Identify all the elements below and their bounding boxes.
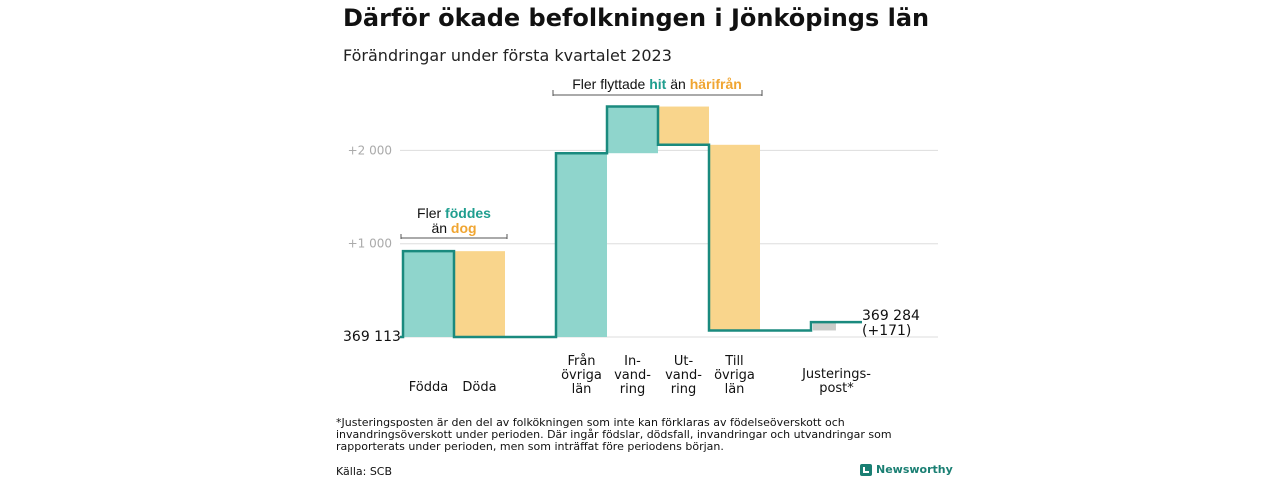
bar-6	[813, 322, 836, 331]
y-tick-label: +2 000	[348, 143, 392, 157]
end-change-label: (+171)	[862, 323, 911, 339]
annotation-migration: Fler flyttade hit än härifrån	[552, 76, 763, 96]
category-label-4: Ut-vand-ring	[665, 354, 702, 397]
category-label-3: In-vand-ring	[614, 354, 651, 397]
bar-1	[454, 251, 505, 337]
annotation-births-bracket	[400, 234, 508, 239]
annotation-births-line1: Fler föddes	[417, 205, 491, 221]
step-line	[400, 105, 862, 339]
category-label-6: Justerings-post*	[801, 367, 871, 396]
annotation-births: Fler föddes än dog	[400, 205, 508, 239]
source-label: Källa: SCB	[336, 465, 393, 478]
end-value-label: 369 284	[862, 308, 920, 324]
chart-title: Därför ökade befolkningen i Jönköpings l…	[343, 4, 930, 32]
annotation-migration-text: Fler flyttade hit än härifrån	[572, 76, 742, 92]
bar-5	[709, 144, 760, 331]
chart-subtitle: Förändringar under första kvartalet 2023	[343, 46, 672, 65]
footnote: *Justeringsposten är den del av folkökni…	[336, 416, 892, 453]
cumulative-step-line	[400, 105, 862, 339]
category-label-0: Födda	[409, 380, 448, 395]
annotation-births-line2: än dog	[431, 220, 476, 236]
category-label-2: Från övriga län	[561, 354, 602, 397]
gridlines: +1 000 +2 000	[348, 143, 938, 338]
bar-4	[658, 106, 709, 145]
bar-0	[403, 251, 454, 337]
y-tick-label: +1 000	[348, 237, 392, 251]
bars	[403, 106, 836, 337]
category-label-5: Till övriga län	[714, 354, 755, 397]
newsworthy-logo-icon	[860, 463, 872, 476]
brand-label: Newsworthy	[876, 463, 953, 476]
start-value-label: 369 113	[343, 329, 401, 345]
category-label-1: Döda	[462, 380, 496, 395]
bar-3	[607, 106, 658, 154]
category-labels: Födda Döda Från övriga län In-vand-ring Ut-van…	[409, 354, 871, 397]
waterfall-chart: +1 000 +2 000 Födda Döda Från övriga län In-va…	[343, 76, 938, 397]
annotation-migration-bracket	[552, 90, 763, 96]
brand: Newsworthy	[860, 463, 953, 476]
bar-2	[556, 153, 607, 337]
